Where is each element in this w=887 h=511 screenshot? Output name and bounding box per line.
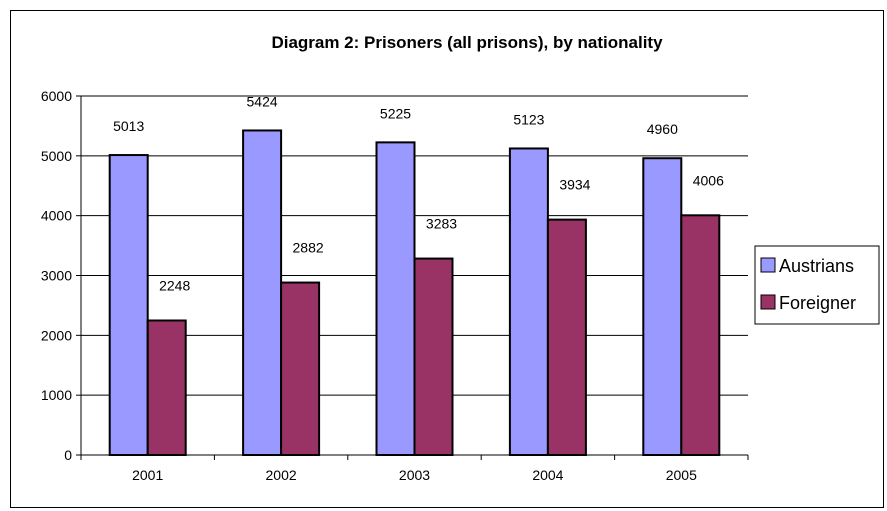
y-tick-label: 3000: [41, 268, 72, 284]
data-label-foreigner-2002: 2882: [293, 240, 324, 256]
legend-box: [754, 245, 880, 325]
y-tick-label: 2000: [41, 327, 72, 343]
bar-foreigner-2001: [146, 319, 187, 456]
data-label-austrians-2001: 5013: [113, 118, 144, 134]
bar-foreigner-2005: [680, 214, 721, 456]
bar-foreigner-2002: [280, 281, 321, 456]
data-label-austrians-2004: 5123: [513, 111, 544, 127]
data-label-foreigner-2001: 2248: [159, 277, 190, 293]
data-label-austrians-2002: 5424: [247, 93, 278, 109]
chart-title: Diagram 2: Prisoners (all prisons), by n…: [271, 33, 663, 52]
bar-austrians-2004: [508, 147, 549, 456]
bar-austrians-2003: [375, 141, 416, 457]
x-tick-label: 2002: [266, 467, 297, 483]
y-tick-label: 5000: [41, 148, 72, 164]
y-tick-label: 4000: [41, 208, 72, 224]
data-label-austrians-2005: 4960: [647, 121, 678, 137]
legend-swatch-foreigner: [760, 294, 776, 310]
legend: Austrians Foreigner: [754, 245, 880, 325]
y-tick-label: 0: [64, 447, 72, 463]
bar-austrians-2001: [108, 154, 149, 456]
data-label-foreigner-2004: 3934: [559, 177, 590, 193]
y-tick-label: 6000: [41, 88, 72, 104]
legend-label-austrians: Austrians: [779, 256, 854, 276]
x-tick-label: 2001: [132, 467, 163, 483]
legend-label-foreigner: Foreigner: [779, 293, 856, 313]
x-tick-label: 2003: [399, 467, 430, 483]
legend-swatch-austrians: [760, 257, 776, 273]
bar-austrians-2005: [642, 157, 683, 457]
x-tick-label: 2005: [666, 467, 697, 483]
x-tick-label: 2004: [532, 467, 563, 483]
bar-austrians-2002: [242, 129, 283, 457]
plot-area: 0 1000 2000 3000 4000 5000 6000 2001 5013 2248 200…: [41, 88, 749, 483]
data-label-austrians-2003: 5225: [380, 105, 411, 121]
bar-foreigner-2003: [413, 257, 454, 456]
y-tick-label: 1000: [41, 387, 72, 403]
data-label-foreigner-2003: 3283: [426, 216, 457, 232]
data-label-foreigner-2005: 4006: [693, 172, 724, 188]
bar-foreigner-2004: [546, 218, 587, 456]
